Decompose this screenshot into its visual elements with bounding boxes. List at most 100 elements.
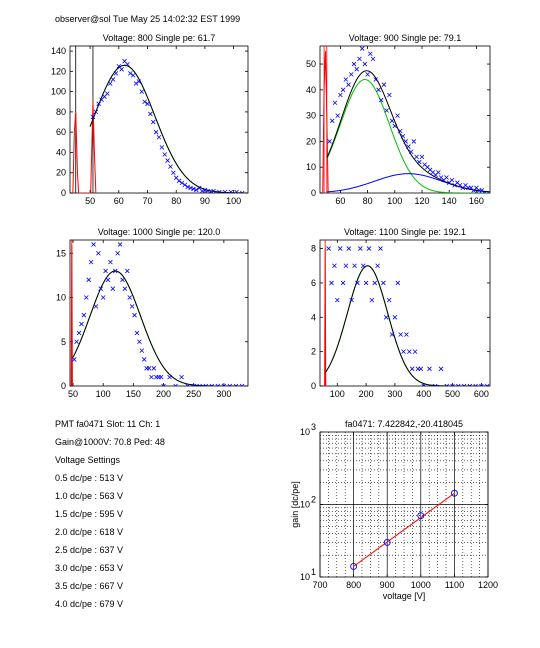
data-point (145, 101, 150, 107)
data-point (461, 383, 467, 386)
data-point (340, 87, 346, 93)
x-tick-label: 200 (156, 389, 171, 399)
component-curve (72, 270, 248, 386)
data-point (93, 109, 99, 115)
data-point (392, 315, 398, 320)
data-point (352, 263, 357, 269)
data-point (421, 383, 427, 386)
y-tick-label: 50 (306, 59, 316, 69)
data-point (395, 280, 401, 286)
data-point (165, 158, 170, 163)
data-point (411, 139, 417, 144)
y-tick-exponent: 2 (311, 495, 316, 505)
data-point (115, 250, 120, 256)
data-point (346, 246, 352, 251)
data-point (484, 383, 490, 386)
data-point (389, 118, 395, 124)
data-point (418, 366, 424, 372)
data-point (409, 366, 415, 372)
data-point (215, 383, 221, 386)
y-tick-label: 80 (56, 107, 66, 117)
x-tick-label: 90 (200, 196, 210, 206)
x-tick-label: 100 (96, 389, 111, 399)
data-point (191, 186, 196, 192)
data-point (120, 277, 125, 283)
chart-title: Voltage: 900 Single pe: 79.1 (349, 33, 462, 43)
data-point (384, 108, 389, 113)
voltage-setting-item: 1.0 dc/pe : 563 V (55, 491, 124, 501)
x-tick-label: 1200 (478, 580, 498, 590)
data-point (419, 154, 425, 160)
data-point (197, 383, 203, 386)
data-point (407, 349, 412, 354)
panel-1: Voltage: 800 Single pe: 61.7 50 60 70 80 90 10… (51, 33, 249, 206)
data-point (332, 263, 337, 269)
data-point (202, 187, 208, 193)
data-point (343, 77, 349, 82)
data-point (365, 72, 370, 77)
data-point (159, 145, 165, 150)
data-point (335, 113, 340, 118)
data-point (383, 315, 389, 320)
y-tick-label: 10 (300, 572, 310, 582)
data-point (176, 178, 182, 184)
voltage-setting-item: 2.0 dc/pe : 618 V (55, 527, 124, 537)
data-point (132, 312, 137, 318)
plot-area (322, 46, 490, 193)
data-point (373, 77, 379, 82)
x-tick-label: 60 (114, 196, 124, 206)
data-point (392, 123, 398, 129)
data-point (444, 383, 450, 386)
data-point (211, 188, 216, 193)
data-point (127, 295, 133, 300)
data-point (100, 295, 106, 300)
data-point (444, 175, 449, 180)
data-point (368, 51, 373, 57)
data-point (343, 263, 349, 269)
pedestal-curve (322, 51, 329, 193)
data-point (203, 383, 209, 386)
data-point (412, 349, 418, 354)
data-point (142, 99, 147, 105)
data-point (146, 366, 152, 371)
data-point (346, 82, 351, 87)
x-tick-label: 140 (442, 196, 457, 206)
plots-container: Voltage: 800 Single pe: 61.750 60 70 80 90 10… (51, 33, 498, 601)
x-tick-label: 400 (416, 389, 431, 399)
x-tick-label: 700 (312, 580, 327, 590)
data-point (167, 374, 172, 380)
data-point (327, 139, 332, 144)
y-tick-label: 10 (300, 427, 310, 437)
y-tick-label: 0 (61, 381, 66, 391)
data-point (125, 268, 130, 274)
gain-point (350, 562, 358, 570)
y-tick-label: 60 (56, 127, 66, 137)
pedestal-curve (324, 248, 327, 386)
axes-box (69, 45, 249, 194)
data-point (110, 77, 116, 82)
data-point (209, 383, 215, 386)
data-point (233, 383, 239, 386)
data-point (355, 280, 360, 286)
data-point (369, 297, 375, 303)
data-point (340, 280, 346, 286)
x-tick-label: 80 (363, 196, 373, 206)
y-tick-label: 20 (306, 136, 316, 146)
pedestal-curve (70, 244, 73, 386)
chart-title: Voltage: 1000 Single pe: 120.0 (98, 227, 221, 237)
x-tick-label: 250 (186, 389, 201, 399)
data-point (110, 286, 116, 291)
data-point (387, 92, 392, 98)
x-tick-label: 800 (346, 580, 361, 590)
chart-title: fa0471: 7.422842,-20.418045 (345, 419, 463, 429)
data-point (188, 185, 193, 191)
data-point (162, 152, 168, 157)
data-point (151, 366, 157, 371)
data-point (360, 263, 366, 269)
data-point (432, 383, 438, 386)
data-point (386, 297, 392, 303)
data-point (185, 383, 190, 386)
chart-title: Voltage: 800 Single pe: 61.7 (103, 33, 216, 43)
data-point (128, 71, 133, 76)
data-point (191, 383, 196, 386)
